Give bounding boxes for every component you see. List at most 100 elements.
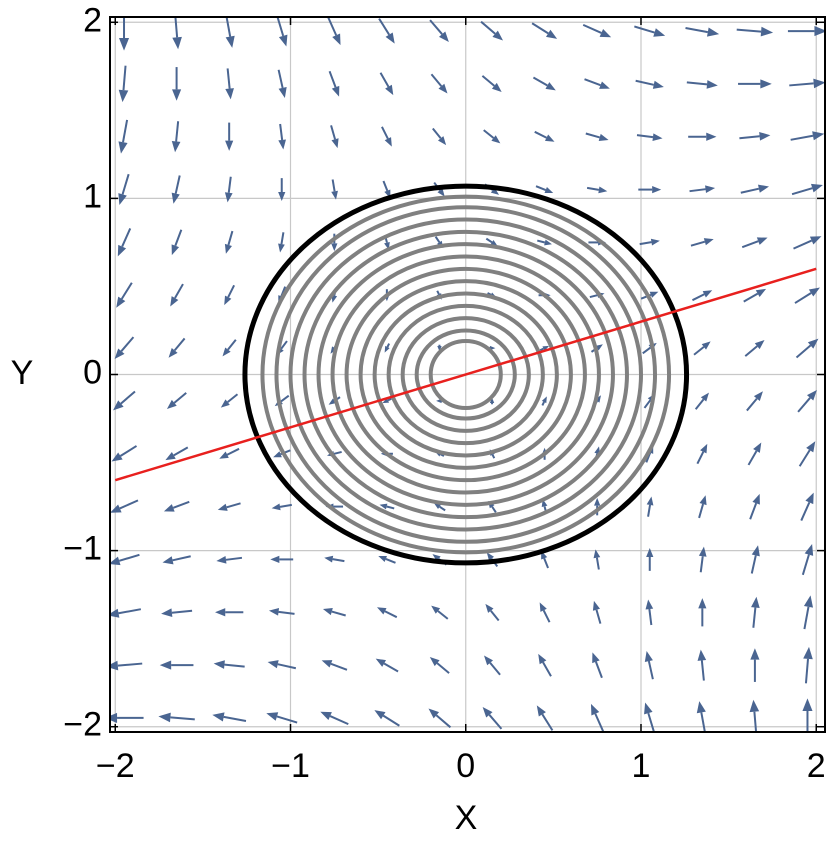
arrow (111, 445, 138, 462)
arrow-head (541, 396, 547, 404)
arrow-head (644, 650, 653, 662)
arrow-head (803, 646, 813, 660)
arrow (800, 492, 814, 521)
arrow (168, 337, 186, 358)
contour (358, 279, 573, 470)
arrow-shaft (440, 453, 445, 457)
arrow (321, 660, 348, 671)
arrow-shaft (534, 130, 548, 139)
arrow-shaft (378, 18, 390, 36)
arrow-head (545, 82, 556, 91)
contour (386, 303, 545, 446)
arrow-shaft (174, 283, 184, 299)
arrow (165, 446, 189, 461)
arrow (276, 17, 288, 47)
arrow-shaft (171, 609, 193, 614)
arrow-head (375, 658, 387, 667)
arrow-head (698, 598, 707, 609)
arrow-shaft (647, 660, 654, 680)
arrow-shaft (226, 447, 240, 456)
arrow (162, 555, 191, 565)
arrow-head (755, 288, 767, 298)
arrow-shaft (227, 393, 239, 403)
arrow-shaft (119, 499, 139, 510)
arrow (379, 72, 394, 96)
arrow-shaft (429, 19, 443, 35)
arrow (375, 658, 399, 673)
arrow (590, 703, 605, 732)
arrow-shaft (589, 294, 598, 299)
contour (288, 217, 643, 532)
arrow-head (163, 504, 175, 512)
arrow (585, 132, 609, 142)
arrow-head (652, 80, 664, 89)
arrow (743, 288, 767, 303)
arrow-shaft (798, 449, 811, 467)
arrow-shaft (700, 660, 705, 681)
arrow-shaft (750, 555, 757, 574)
contour (428, 339, 503, 410)
arrow (646, 496, 654, 517)
arrow (322, 607, 346, 617)
arrow-head (594, 497, 601, 506)
x-tick-label: −1 (271, 747, 310, 785)
arrow-head (110, 608, 120, 618)
arrow (330, 125, 339, 149)
arrow (225, 122, 234, 151)
arrow-shaft (174, 17, 179, 38)
arrow-shaft (172, 555, 191, 562)
arrow-head (331, 190, 338, 200)
arrow-head (653, 28, 666, 37)
arrow-head (812, 131, 825, 141)
arrow (381, 126, 392, 147)
arrow-head (757, 184, 770, 193)
arrow-shaft (434, 236, 441, 243)
arrow (536, 705, 554, 731)
arrow-shaft (490, 610, 500, 622)
arrow-shaft (794, 292, 812, 304)
arrow-shaft (647, 504, 652, 517)
arrow-head (808, 287, 820, 297)
arrow-head (751, 545, 760, 557)
arrow-shaft (647, 712, 656, 732)
arrow-shaft (226, 502, 241, 509)
arrow (215, 608, 244, 617)
arrow (327, 17, 341, 46)
arrow-head (166, 399, 177, 409)
arrow (376, 607, 398, 619)
arrow (593, 549, 601, 570)
arrow-shaft (384, 610, 398, 619)
arrow-shaft (639, 241, 652, 246)
arrow-head (536, 705, 546, 717)
arrow-shaft (539, 347, 544, 352)
arrow-shaft (432, 127, 442, 139)
arrow-head (331, 138, 339, 149)
arrow-head (545, 29, 558, 39)
arrow-head (760, 79, 772, 89)
arrow-shaft (381, 126, 389, 140)
arrow-head (111, 452, 123, 462)
arrow (331, 179, 338, 200)
arrow-shaft (331, 179, 336, 192)
arrow-shaft (226, 68, 231, 89)
arrow-shaft (173, 446, 189, 457)
arrow-head (328, 398, 336, 405)
arrow (636, 133, 663, 141)
arrow-head (159, 660, 172, 670)
arrow-head (699, 495, 707, 506)
arrow (116, 282, 133, 308)
arrow (686, 80, 718, 89)
arrow-head (374, 710, 386, 720)
arrow (483, 129, 501, 144)
arrow-shaft (382, 180, 389, 192)
arrow-shaft (690, 240, 706, 247)
arrow-head (161, 608, 173, 618)
arrow (118, 17, 130, 51)
arrow-head (756, 237, 768, 245)
arrow-shaft (122, 119, 129, 143)
arrow-head (698, 546, 707, 557)
arrow-shaft (122, 65, 127, 91)
arrow-head (321, 660, 333, 668)
arrow (224, 230, 234, 254)
arrow-shaft (332, 558, 345, 563)
